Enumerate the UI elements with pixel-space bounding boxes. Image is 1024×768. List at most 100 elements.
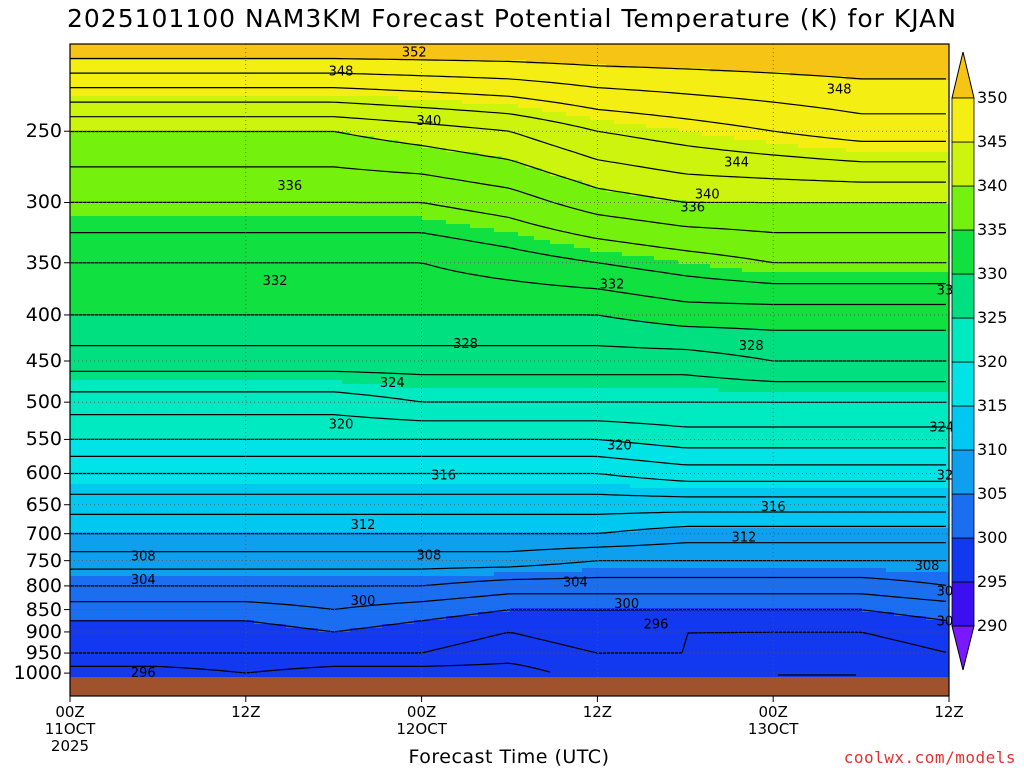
- theta-cell: [150, 580, 159, 585]
- theta-cell: [318, 144, 327, 149]
- theta-cell: [286, 380, 295, 385]
- theta-cell: [174, 60, 183, 65]
- theta-cell: [214, 72, 223, 77]
- theta-cell: [230, 124, 239, 129]
- theta-cell: [86, 292, 95, 297]
- theta-cell: [166, 284, 175, 289]
- theta-cell: [246, 612, 255, 617]
- theta-cell: [270, 600, 279, 605]
- theta-cell: [78, 280, 87, 285]
- theta-cell: [198, 132, 207, 137]
- theta-cell: [118, 576, 127, 581]
- theta-cell: [294, 588, 303, 593]
- theta-cell: [206, 420, 215, 425]
- theta-cell: [230, 572, 239, 577]
- theta-cell: [262, 348, 271, 353]
- theta-cell: [142, 72, 151, 77]
- theta-cell: [222, 676, 231, 677]
- theta-cell: [238, 520, 247, 525]
- theta-cell: [110, 148, 119, 153]
- theta-cell: [182, 556, 191, 561]
- theta-cell: [278, 84, 287, 89]
- theta-cell: [70, 208, 79, 213]
- theta-cell: [222, 304, 231, 309]
- theta-cell: [206, 624, 215, 629]
- theta-cell: [174, 256, 183, 261]
- theta-cell: [142, 660, 151, 665]
- theta-cell: [262, 608, 271, 613]
- theta-cell: [310, 656, 319, 661]
- theta-cell: [134, 548, 143, 553]
- theta-cell: [238, 588, 247, 593]
- theta-cell: [262, 148, 271, 153]
- theta-cell: [302, 248, 311, 253]
- theta-cell: [310, 536, 319, 541]
- theta-cell: [286, 292, 295, 297]
- theta-cell: [262, 620, 271, 625]
- theta-cell: [94, 156, 103, 161]
- theta-cell: [302, 268, 311, 273]
- theta-cell: [126, 160, 135, 165]
- theta-cell: [78, 380, 87, 385]
- theta-cell: [70, 404, 79, 409]
- theta-cell: [294, 572, 303, 577]
- theta-cell: [126, 84, 135, 89]
- theta-cell: [86, 432, 95, 437]
- theta-cell: [206, 136, 215, 141]
- theta-cell: [278, 196, 287, 201]
- theta-cell: [166, 348, 175, 353]
- theta-cell: [190, 556, 199, 561]
- theta-cell: [230, 552, 239, 557]
- theta-cell: [214, 192, 223, 197]
- theta-cell: [206, 384, 215, 389]
- theta-cell: [214, 628, 223, 633]
- theta-cell: [102, 212, 111, 217]
- theta-cell: [310, 328, 319, 333]
- theta-cell: [214, 104, 223, 109]
- theta-cell: [126, 592, 135, 597]
- theta-cell: [150, 332, 159, 337]
- theta-cell: [70, 364, 79, 369]
- theta-cell: [294, 664, 303, 669]
- theta-cell: [270, 396, 279, 401]
- theta-cell: [70, 416, 79, 421]
- theta-cell: [198, 120, 207, 125]
- theta-cell: [222, 156, 231, 161]
- theta-cell: [94, 48, 103, 53]
- theta-cell: [174, 464, 183, 469]
- theta-cell: [142, 484, 151, 489]
- theta-cell: [294, 240, 303, 245]
- theta-cell: [86, 304, 95, 309]
- theta-cell: [262, 384, 271, 389]
- theta-cell: [94, 132, 103, 137]
- theta-cell: [310, 376, 319, 381]
- theta-cell: [318, 112, 327, 117]
- theta-cell: [78, 508, 87, 513]
- theta-cell: [78, 444, 87, 449]
- theta-cell: [70, 496, 79, 501]
- theta-cell: [198, 424, 207, 429]
- theta-cell: [102, 248, 111, 253]
- theta-cell: [182, 572, 191, 577]
- theta-cell: [246, 144, 255, 149]
- theta-cell: [86, 484, 95, 489]
- theta-cell: [246, 636, 255, 641]
- theta-cell: [278, 132, 287, 137]
- theta-cell: [286, 136, 295, 141]
- theta-cell: [94, 660, 103, 665]
- theta-cell: [158, 628, 167, 633]
- theta-cell: [134, 652, 143, 657]
- theta-cell: [190, 448, 199, 453]
- theta-cell: [278, 476, 287, 481]
- theta-cell: [254, 416, 263, 421]
- theta-cell: [150, 184, 159, 189]
- theta-cell: [94, 376, 103, 381]
- theta-cell: [286, 248, 295, 253]
- theta-cell: [142, 504, 151, 509]
- theta-cell: [286, 52, 295, 57]
- theta-cell: [198, 152, 207, 157]
- theta-cell: [238, 580, 247, 585]
- theta-cell: [262, 116, 271, 121]
- theta-cell: [246, 496, 255, 501]
- theta-cell: [278, 396, 287, 401]
